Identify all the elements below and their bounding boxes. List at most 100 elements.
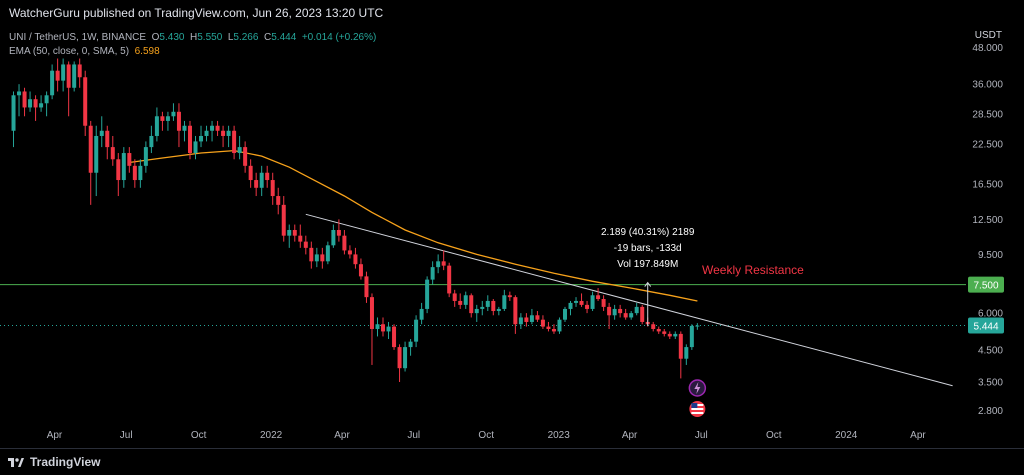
candle-body	[165, 116, 170, 121]
price-tick-label: 6.000	[978, 309, 1003, 320]
candle	[39, 95, 44, 112]
candle-body	[485, 300, 490, 307]
symbol-name[interactable]: UNI / TetherUS, 1W, BINANCE	[9, 32, 147, 43]
candle-body	[325, 245, 330, 262]
candle	[507, 291, 512, 301]
candle	[684, 344, 689, 365]
open-label: O	[151, 32, 160, 43]
candle-body	[551, 328, 556, 332]
candle-body	[121, 153, 126, 181]
candle	[309, 241, 314, 269]
candle	[325, 241, 330, 265]
candle-body	[634, 306, 639, 314]
trendline-layer	[305, 213, 953, 387]
candle-body	[419, 308, 424, 320]
candle	[165, 111, 170, 131]
candle	[99, 116, 104, 148]
candle	[546, 321, 551, 332]
candle	[72, 61, 77, 92]
ema-label[interactable]: EMA (50, close, 0, SMA, 5)	[9, 46, 130, 57]
candle	[342, 229, 347, 255]
candle-body	[99, 130, 104, 136]
candle-body	[535, 315, 540, 320]
candle	[518, 313, 523, 329]
candle	[513, 295, 518, 334]
candle-body	[138, 165, 143, 181]
candle	[441, 250, 446, 271]
currency-label[interactable]: USDT	[974, 30, 1002, 41]
candle-body	[309, 247, 314, 262]
candle	[601, 295, 606, 312]
candle-body	[623, 313, 628, 318]
candle-body	[392, 326, 397, 348]
candle-body	[72, 64, 77, 88]
change-value: +0.014 (+0.26%)	[301, 32, 377, 43]
candle-body	[187, 125, 192, 154]
candle	[574, 297, 579, 307]
candle-body	[110, 147, 115, 160]
candle-body	[463, 295, 468, 305]
candle	[673, 331, 678, 340]
candle	[414, 315, 419, 348]
candle	[590, 291, 595, 312]
candle-body	[55, 70, 60, 81]
candle	[55, 58, 60, 92]
measure-arrow	[644, 281, 652, 287]
candle	[281, 196, 286, 242]
candle-body	[469, 295, 474, 314]
candle	[138, 159, 143, 188]
candle	[612, 304, 617, 320]
flag-canton	[691, 403, 698, 408]
candle	[193, 135, 198, 160]
candle	[237, 135, 242, 160]
time-tick-label: Jul	[407, 430, 420, 441]
flag-stripe	[691, 412, 704, 414]
candle-body	[353, 254, 358, 265]
candle	[463, 291, 468, 309]
candle-body	[491, 300, 496, 312]
close-value: 5.444	[271, 32, 297, 43]
candle	[397, 344, 402, 383]
time-axis[interactable]: Apr Jul Oct 2022 Apr Jul Oct 2023 Apr Jul Oct 2024 A…	[47, 430, 927, 441]
candle-body	[11, 95, 16, 131]
candle	[44, 91, 49, 117]
candle-body	[61, 64, 66, 81]
candle	[143, 141, 148, 173]
candle	[105, 125, 110, 160]
candle	[640, 304, 645, 325]
candle-body	[154, 116, 159, 136]
candle-body	[689, 325, 694, 348]
candle-body	[281, 204, 286, 236]
candle-body	[375, 324, 380, 329]
measure-text-line: Vol 197.849M	[617, 259, 678, 270]
candle-body	[248, 165, 253, 181]
candle	[232, 125, 237, 160]
candle	[210, 120, 215, 142]
events	[688, 379, 707, 417]
candle	[485, 295, 490, 312]
candle	[667, 331, 672, 340]
candle-body	[403, 347, 408, 369]
candle-body	[88, 125, 93, 173]
price-tick-label: 4.500	[978, 345, 1003, 356]
candle-body	[270, 180, 275, 197]
flash-icon-bolt	[694, 382, 701, 394]
time-tick-label: Apr	[910, 430, 926, 441]
measure-text-line: -19 bars, -133d	[614, 243, 682, 254]
candle-body	[22, 91, 27, 108]
candle-body	[557, 319, 562, 332]
tradingview-logo-icon	[8, 458, 24, 467]
candle	[347, 245, 352, 259]
candle	[61, 58, 66, 92]
candle	[403, 341, 408, 372]
tradingview-logo[interactable]: TradingView	[8, 455, 100, 469]
price-axis[interactable]: 48.000 36.000 28.500 22.500 16.500 12.500 9.50…	[972, 43, 1003, 417]
close-label: C	[264, 32, 272, 43]
candle-body	[436, 261, 441, 268]
ema-line	[129, 149, 698, 302]
candle-body	[618, 308, 623, 314]
candle	[132, 159, 137, 188]
candle	[292, 224, 297, 242]
candle	[551, 324, 556, 334]
